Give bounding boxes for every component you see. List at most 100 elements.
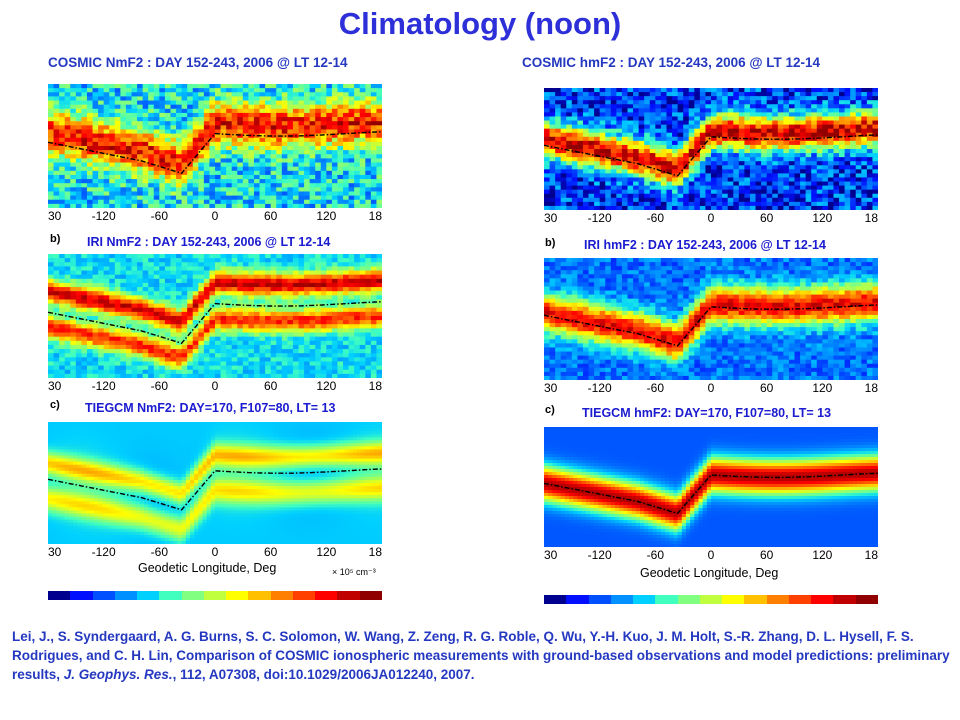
nm-b-svg bbox=[48, 254, 382, 378]
x-tick-label: 120 bbox=[812, 548, 833, 562]
x-tick-label: 120 bbox=[316, 545, 337, 559]
nmf2-colorbar bbox=[48, 591, 382, 600]
nmf2-column-header: COSMIC NmF2 : DAY 152-243, 2006 @ LT 12-… bbox=[48, 55, 348, 70]
x-tick-label: -60 bbox=[646, 211, 664, 225]
colorbar-swatch bbox=[811, 595, 834, 604]
nm-c-cells bbox=[48, 422, 382, 544]
x-tick-label: 60 bbox=[759, 211, 774, 225]
panel-label-b: b) bbox=[50, 233, 61, 245]
colorbar-swatch bbox=[766, 595, 789, 604]
citation: Lei, J., S. Syndergaard, A. G. Burns, S.… bbox=[12, 627, 956, 684]
x-tick-label: 18 bbox=[864, 381, 878, 395]
nm-a-svg bbox=[48, 84, 382, 208]
x-tick-label: 0 bbox=[707, 211, 715, 225]
colorbar-swatch bbox=[92, 591, 115, 600]
colorbar-swatch bbox=[833, 595, 856, 604]
hm-b-dip-equator-line bbox=[544, 304, 878, 347]
colorbar-swatch bbox=[226, 591, 249, 600]
colorbar-swatch bbox=[337, 591, 360, 600]
x-tick-label: -60 bbox=[646, 381, 664, 395]
nm-c-svg bbox=[48, 422, 382, 544]
citation-journal: J. Geophys. Res. bbox=[63, 667, 173, 682]
hmf2-tiegcm-x-ticks: 30 -120 -60 0 60 120 18 bbox=[544, 548, 878, 562]
x-tick-label: 0 bbox=[211, 209, 219, 223]
colorbar-swatch bbox=[359, 591, 382, 600]
panel-label-b-right: b) bbox=[545, 237, 556, 249]
nmf2-iri-heatmap bbox=[48, 254, 382, 378]
nm-b-cells bbox=[48, 254, 382, 378]
colorbar-swatch bbox=[137, 591, 160, 600]
x-tick-label: 18 bbox=[368, 379, 382, 393]
colorbar-swatch bbox=[588, 595, 611, 604]
hmf2-cosmic-heatmap bbox=[544, 88, 878, 210]
x-tick-label: 60 bbox=[759, 381, 774, 395]
x-tick-label: 120 bbox=[316, 379, 337, 393]
colorbar-swatch bbox=[292, 591, 316, 600]
hm-b-cells bbox=[544, 258, 878, 380]
x-tick-label: 0 bbox=[211, 379, 219, 393]
nm-a-dip-equator-line bbox=[48, 131, 382, 175]
x-tick-label: -60 bbox=[150, 379, 168, 393]
nmf2-iri-x-ticks: 30 -120 -60 0 60 120 18 bbox=[48, 379, 382, 393]
x-tick-label: 30 bbox=[48, 545, 62, 559]
hmf2-x-axis-label: Geodetic Longitude, Deg bbox=[640, 566, 779, 580]
citation-rest: , 112, A07308, doi:10.1029/2006JA012240,… bbox=[172, 667, 475, 682]
hm-a-svg bbox=[544, 88, 878, 210]
nm-c-dip-equator-line bbox=[48, 468, 382, 511]
nmf2-cosmic-x-ticks: 30 -120 -60 0 60 120 18 bbox=[48, 209, 382, 223]
x-tick-label: 0 bbox=[707, 381, 715, 395]
hmf2-tiegcm-heatmap bbox=[544, 427, 878, 547]
hm-a-dip-equator-line bbox=[544, 134, 878, 177]
hm-c-dip-equator-line bbox=[544, 472, 878, 515]
nmf2-x-axis-label: Geodetic Longitude, Deg bbox=[138, 561, 277, 575]
colorbar-swatch bbox=[722, 595, 745, 604]
hmf2-cosmic-x-ticks: 30 -120 -60 0 60 120 18 bbox=[544, 211, 878, 225]
x-tick-label: 60 bbox=[263, 379, 278, 393]
hm-c-svg bbox=[544, 427, 878, 547]
x-tick-label: 30 bbox=[544, 381, 558, 395]
nm-a-cells bbox=[48, 84, 382, 208]
hmf2-iri-title: IRI hmF2 : DAY 152-243, 2006 @ LT 12-14 bbox=[584, 238, 826, 252]
colorbar-swatch bbox=[203, 591, 227, 600]
x-tick-label: -120 bbox=[587, 211, 612, 225]
x-tick-label: -120 bbox=[587, 381, 612, 395]
hm-b-svg bbox=[544, 258, 878, 380]
x-tick-label: 120 bbox=[812, 381, 833, 395]
hm-a-cells bbox=[544, 88, 878, 210]
citation-authors: Lei, J., S. Syndergaard, A. G. Burns, S.… bbox=[12, 629, 950, 682]
colorbar-swatch bbox=[248, 591, 271, 600]
hmf2-tiegcm-title: TIEGCM hmF2: DAY=170, F107=80, LT= 13 bbox=[582, 406, 832, 420]
colorbar-swatch bbox=[788, 595, 812, 604]
x-tick-label: 18 bbox=[864, 548, 878, 562]
colorbar-swatch bbox=[633, 595, 656, 604]
x-tick-label: 30 bbox=[544, 211, 558, 225]
colorbar-swatch bbox=[544, 595, 567, 604]
nmf2-iri-title: IRI NmF2 : DAY 152-243, 2006 @ LT 12-14 bbox=[87, 235, 331, 249]
x-tick-label: 0 bbox=[211, 545, 219, 559]
colorbar-swatch bbox=[315, 591, 338, 600]
colorbar-swatch bbox=[70, 591, 93, 600]
x-tick-label: -120 bbox=[91, 209, 116, 223]
nmf2-tiegcm-title: TIEGCM NmF2: DAY=170, F107=80, LT= 13 bbox=[85, 401, 336, 415]
colorbar-swatch bbox=[655, 595, 678, 604]
colorbar-swatch bbox=[855, 595, 878, 604]
nmf2-unit-label: × 10⁵ cm⁻³ bbox=[332, 567, 376, 577]
colorbar-swatch bbox=[159, 591, 182, 600]
hm-c-cells bbox=[544, 427, 878, 547]
hmf2-iri-heatmap bbox=[544, 258, 878, 380]
hmf2-column-header: COSMIC hmF2 : DAY 152-243, 2006 @ LT 12-… bbox=[522, 55, 821, 70]
x-tick-label: 18 bbox=[368, 545, 382, 559]
x-tick-label: 120 bbox=[316, 209, 337, 223]
x-tick-label: -120 bbox=[91, 379, 116, 393]
x-tick-label: -60 bbox=[150, 209, 168, 223]
nm-b-dip-equator-line bbox=[48, 301, 382, 345]
hmf2-colorbar bbox=[544, 595, 878, 604]
hmf2-iri-x-ticks: 30 -120 -60 0 60 120 18 bbox=[544, 381, 878, 395]
x-tick-label: 30 bbox=[544, 548, 558, 562]
x-tick-label: 18 bbox=[368, 209, 382, 223]
x-tick-label: -120 bbox=[587, 548, 612, 562]
colorbar-swatch bbox=[699, 595, 723, 604]
panel-label-c: c) bbox=[50, 399, 60, 411]
x-tick-label: 60 bbox=[263, 545, 278, 559]
x-tick-label: -60 bbox=[646, 548, 664, 562]
